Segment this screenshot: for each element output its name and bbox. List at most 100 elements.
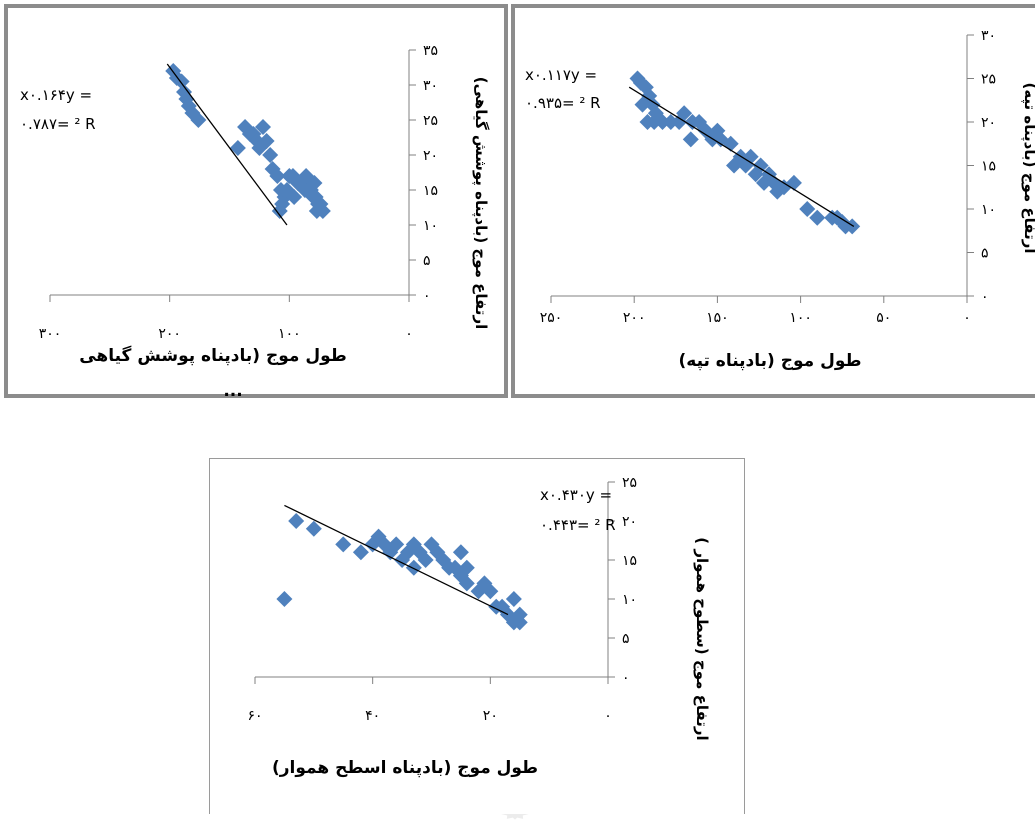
data-point (405, 559, 422, 576)
data-point (637, 79, 654, 96)
x-tick-label: ۶۰ (247, 708, 262, 724)
equation-label: x۰.۴۳۰y = (540, 486, 612, 504)
data-point (697, 122, 714, 139)
data-point (423, 536, 440, 553)
data-point (712, 131, 729, 148)
y-tick-label: ۱۰ (981, 202, 996, 218)
y-tick-label: ۱۵ (981, 159, 996, 175)
data-point (308, 203, 325, 219)
x-tick-label: ۲۰ (483, 708, 498, 724)
data-point (676, 105, 693, 122)
y-tick-label: ۳۰ (423, 78, 438, 94)
y-tick-label: ۲۵ (622, 475, 637, 491)
chart-flat-svg: ۲۵ ۲۰ ۱۵ ۱۰ ۵ ۰ ۶۰ ۴۰ ۲۰ ۰ x۰.۴۳۰y = ۰.۴۴۳= ² R طول … (247, 475, 711, 778)
data-point (662, 114, 679, 130)
data-point (376, 536, 393, 553)
data-point (691, 114, 708, 130)
data-point (505, 591, 522, 607)
x-tick-label: ۲۵۰ (540, 310, 563, 326)
data-point (229, 140, 246, 156)
y-tick-label: ۰ (423, 288, 431, 304)
data-point (634, 96, 651, 113)
x-tick-label: ۱۵۰ (706, 310, 729, 326)
chart-panel-hill: ۳۰ ۲۵ ۲۰ ۱۵ ۱۰ ۵ ۰ ۲۵۰ ۲۰۰ ۱۵۰ ۱۰۰ ۵۰ ۰ x۰.۱۱۷y = ۰.۹۳… (511, 4, 1035, 398)
data-point (799, 201, 816, 217)
y-axis-title: ارتفاع موج (بادپناه تپه) (1020, 82, 1035, 253)
data-point (405, 536, 422, 553)
data-point (511, 606, 528, 623)
x-tick-label: ۰ (604, 708, 612, 724)
data-point (262, 147, 279, 163)
data-point (785, 174, 802, 191)
data-point (249, 133, 266, 149)
data-point (644, 96, 661, 113)
data-point (190, 112, 207, 128)
x-tick-label: ۲۰۰ (158, 326, 181, 342)
x-tick-label: ۴۰ (365, 708, 380, 724)
y-tick-label: ۲۵ (981, 72, 996, 88)
data-point (429, 544, 446, 561)
y-tick-label: ۲۵ (423, 113, 438, 129)
data-point (458, 559, 475, 576)
data-point (288, 513, 305, 529)
data-point (352, 544, 369, 561)
data-point (417, 552, 434, 568)
data-point (335, 536, 352, 553)
data-point (245, 126, 262, 142)
x-tick-label: ۵۰ (876, 310, 891, 326)
data-point (752, 157, 769, 174)
chart-vegetation-svg: ۳۵ ۳۰ ۲۵ ۲۰ ۱۵ ۱۰ ۵ ۰ ۳۰۰ ۲۰۰ ۱۰۰ ۰ x۰.۱۶۴y = ۰.۷۸۷= … (20, 43, 490, 401)
trendline (284, 504, 509, 616)
r-squared-label: ۰.۷۸۷= ² R (20, 115, 96, 133)
chart-panel-vegetation: ۳۵ ۳۰ ۲۵ ۲۰ ۱۵ ۱۰ ۵ ۰ ۳۰۰ ۲۰۰ ۱۰۰ ۰ x۰.۱۶۴y = ۰.۷۸۷= … (4, 4, 508, 401)
data-point (286, 189, 303, 205)
data-point (482, 583, 499, 600)
x-tick-label: ۰ (963, 310, 971, 326)
data-point (306, 175, 323, 191)
y-tick-label: ۱۰ (622, 592, 637, 608)
y-tick-label: ۵ (981, 246, 989, 262)
data-point (452, 544, 469, 561)
data-point (682, 131, 699, 148)
data-point (476, 575, 493, 592)
y-tick-label: ۱۰ (423, 218, 438, 234)
y-tick-label: ۱۵ (622, 553, 637, 569)
y-tick-label: ۲۰ (981, 115, 996, 131)
data-point (274, 196, 291, 212)
y-tick-label: ۰ (622, 670, 630, 686)
data-point (709, 122, 726, 139)
data-point (458, 575, 475, 592)
x-axis-title: طول موج (بادپناه پوشش گیاهی (79, 345, 347, 366)
chart-panel-flat: ۲۵ ۲۰ ۱۵ ۱۰ ۵ ۰ ۶۰ ۴۰ ۲۰ ۰ x۰.۴۳۰y = ۰.۴۴۳= ² R طول … (209, 458, 745, 814)
r-squared-label: ۰.۹۳۵= ² R (525, 94, 601, 112)
data-point (258, 133, 275, 149)
x-tick-label: ۲۰۰ (623, 310, 646, 326)
data-point (844, 218, 861, 235)
x-axis-title-overflow: ... (223, 381, 242, 401)
data-point (632, 74, 649, 91)
x-axis-title: طول موج (بادپناه اسطح هموار) (272, 758, 538, 778)
trendline (628, 86, 855, 227)
x-axis-title: طول موج (بادپناه تپه) (678, 351, 861, 371)
data-point (809, 209, 826, 226)
data-point (276, 591, 293, 607)
x-tick-label: ۰ (405, 326, 413, 342)
equation-label: x۰.۱۶۴y = (20, 86, 92, 104)
data-point (388, 536, 405, 553)
r-squared-label: ۰.۴۴۳= ² R (540, 516, 616, 534)
trendline (166, 63, 288, 226)
y-tick-label: ۱۵ (423, 183, 438, 199)
data-point (742, 148, 759, 165)
data-point (269, 168, 286, 184)
y-axis-title: ارتفاع موج (سطوح هموار ) (693, 537, 711, 740)
y-tick-label: ۰ (981, 289, 989, 305)
data-point (411, 544, 428, 561)
data-point (305, 520, 322, 537)
y-axis-title: ارتفاع موج (بادپناه پوشش گیاهی) (471, 77, 490, 329)
y-tick-label: ۳۰ (981, 28, 996, 44)
equation-label: x۰.۱۱۷y = (525, 66, 597, 84)
x-tick-label: ۱۰۰ (278, 326, 301, 342)
data-point (646, 114, 663, 130)
x-tick-label: ۳۰۰ (39, 326, 62, 342)
